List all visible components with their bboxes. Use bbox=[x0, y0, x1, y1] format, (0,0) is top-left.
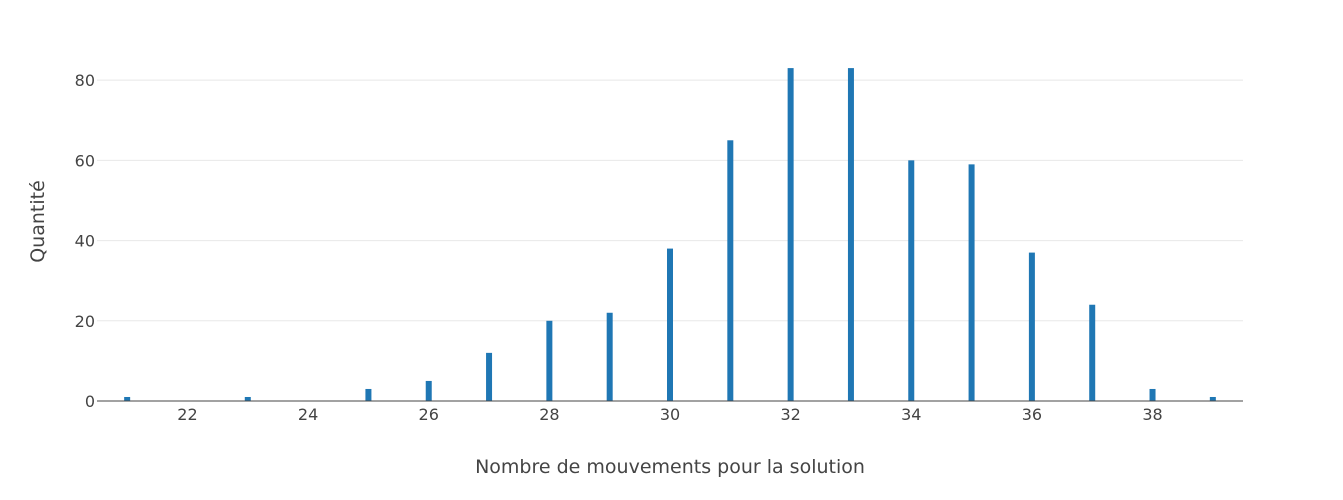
bar-x-21 bbox=[124, 396, 131, 401]
bar-x-26 bbox=[425, 380, 432, 401]
bar-x-32 bbox=[787, 68, 794, 401]
bar-x-27 bbox=[486, 352, 493, 401]
x-tick-labels: 22 24 26 28 30 32 34 36 38 bbox=[177, 405, 1162, 424]
y-tick-label-20: 20 bbox=[75, 312, 95, 331]
x-tick-label-30: 30 bbox=[660, 405, 680, 424]
y-tick-label-40: 40 bbox=[75, 232, 95, 251]
bar-x-29 bbox=[606, 312, 613, 401]
x-axis-title: Nombre de mouvements pour la solution bbox=[475, 456, 865, 478]
x-tick-label-36: 36 bbox=[1022, 405, 1042, 424]
bar-x-36 bbox=[1028, 252, 1035, 401]
bar-x-33 bbox=[847, 68, 854, 401]
x-tick-label-34: 34 bbox=[901, 405, 921, 424]
x-tick-label-26: 26 bbox=[419, 405, 439, 424]
bar-x-28 bbox=[546, 320, 553, 401]
y-tick-labels: 0 20 40 60 80 bbox=[75, 71, 95, 411]
bar-x-39 bbox=[1209, 396, 1216, 401]
bar-x-34 bbox=[908, 160, 915, 401]
bars bbox=[124, 68, 1216, 402]
y-axis-title: Quantité bbox=[27, 180, 49, 263]
bar-x-37 bbox=[1089, 304, 1096, 401]
bar-x-25 bbox=[365, 388, 372, 401]
x-tick-label-28: 28 bbox=[539, 405, 559, 424]
bar-x-23 bbox=[244, 396, 251, 401]
y-tick-label-60: 60 bbox=[75, 151, 95, 170]
x-tick-label-38: 38 bbox=[1142, 405, 1162, 424]
bar-x-38 bbox=[1149, 388, 1156, 401]
bar-x-35 bbox=[968, 164, 975, 401]
x-tick-label-22: 22 bbox=[177, 405, 197, 424]
y-tick-label-80: 80 bbox=[75, 71, 95, 90]
bar-x-31 bbox=[727, 140, 734, 402]
y-tick-label-0: 0 bbox=[85, 392, 95, 411]
x-tick-label-32: 32 bbox=[780, 405, 800, 424]
x-tick-label-24: 24 bbox=[298, 405, 318, 424]
bar-x-30 bbox=[667, 248, 673, 401]
